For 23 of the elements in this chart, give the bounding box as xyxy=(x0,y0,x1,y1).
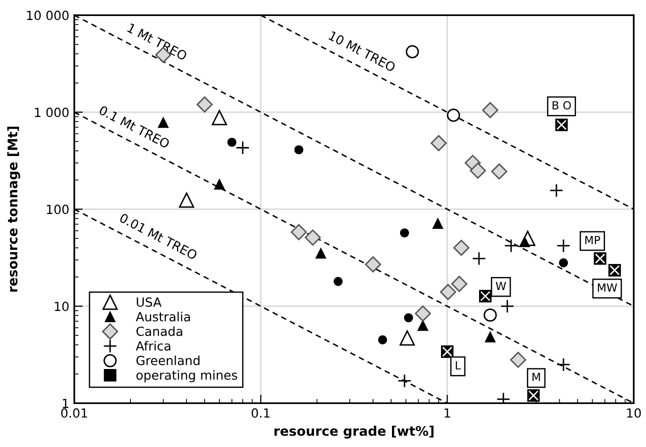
annotation: MP xyxy=(585,236,600,244)
annotation: B O xyxy=(552,101,571,110)
y-tick-label: 1 000 xyxy=(35,108,69,118)
legend-label: USA xyxy=(136,297,162,307)
legend-label: operating mines xyxy=(136,370,238,382)
annotation: L xyxy=(456,361,461,370)
x-tick-label: 0.01 xyxy=(61,408,88,418)
x-axis-title: resource grade [wt%] xyxy=(274,426,434,439)
y-tick-label: 10 000 xyxy=(27,10,69,20)
y-tick-label: 1 xyxy=(62,398,68,408)
y-tick-label: 10 xyxy=(54,302,69,312)
x-tick-label: 10 xyxy=(627,408,641,418)
legend-label: Australia xyxy=(136,312,190,322)
annotation: M xyxy=(532,372,540,382)
x-tick-label: 0.1 xyxy=(252,408,270,418)
annotation: MW xyxy=(598,284,618,292)
annotation: W xyxy=(496,282,506,290)
legend-label: Africa xyxy=(136,340,170,351)
x-tick-label: 1 xyxy=(444,408,450,418)
y-axis-title: resource tonnage [Mt] xyxy=(7,126,20,292)
y-tick-label: 100 xyxy=(46,204,69,214)
legend-label: Greenland xyxy=(136,356,200,366)
legend-label: Canada xyxy=(136,326,182,336)
